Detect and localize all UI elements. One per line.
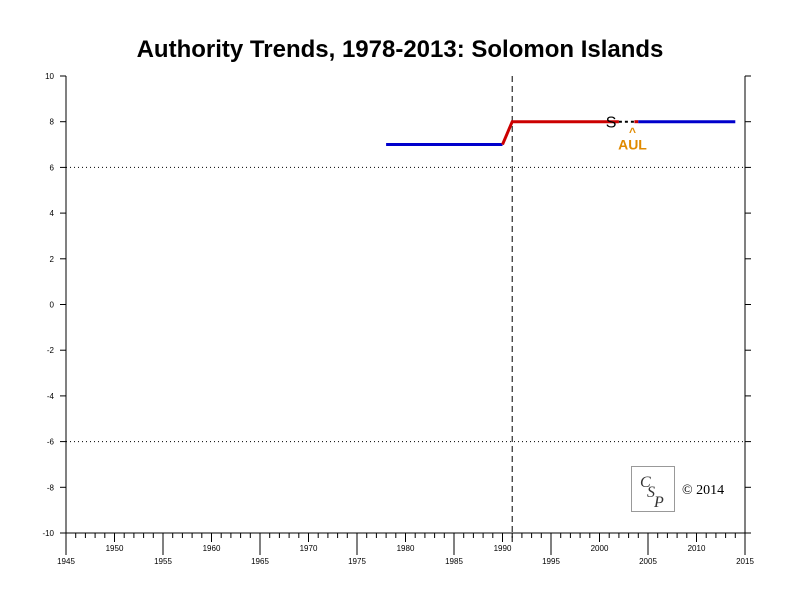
x-tick-label: 1945 [57,557,75,566]
y-tick-label: 0 [50,301,55,310]
x-tick-label: 1985 [445,557,463,566]
y-tick-label: 4 [50,209,55,218]
x-tick-label: 1960 [203,544,221,553]
logo-letter-p: P [653,494,664,511]
x-tick-label: 1970 [300,544,318,553]
annotation-0: S [606,115,617,132]
y-tick-label: -4 [47,392,55,401]
x-tick-label: 2015 [736,557,754,566]
chart-title: Authority Trends, 1978-2013: Solomon Isl… [136,36,664,63]
annotation-2: AUL [618,137,647,153]
x-tick-label: 1955 [154,557,172,566]
copyright-text: © 2014 [682,483,725,498]
y-tick-label: 8 [50,118,55,127]
y-tick-label: -10 [42,529,54,538]
x-tick-label: 1980 [397,544,415,553]
y-tick-label: 10 [45,72,54,81]
x-tick-label: 1965 [251,557,269,566]
x-tick-label: 1950 [106,544,124,553]
y-tick-label: -2 [47,346,55,355]
y-tick-label: -6 [47,438,55,447]
x-tick-label: 1975 [348,557,366,566]
annotation-1: ^ [629,125,636,139]
x-tick-label: 2010 [688,544,706,553]
x-tick-label: 1990 [494,544,512,553]
y-tick-label: 2 [50,255,55,264]
x-tick-label: 2005 [639,557,657,566]
x-tick-label: 2000 [591,544,609,553]
x-tick-label: 1995 [542,557,560,566]
logo-letter-s: S [647,484,655,501]
logo-letter-c: C [640,474,651,491]
series-line-1 [501,120,619,146]
csp-logo: C S P [631,466,675,512]
y-tick-label: 6 [50,163,55,172]
y-tick-label: -8 [47,483,55,492]
